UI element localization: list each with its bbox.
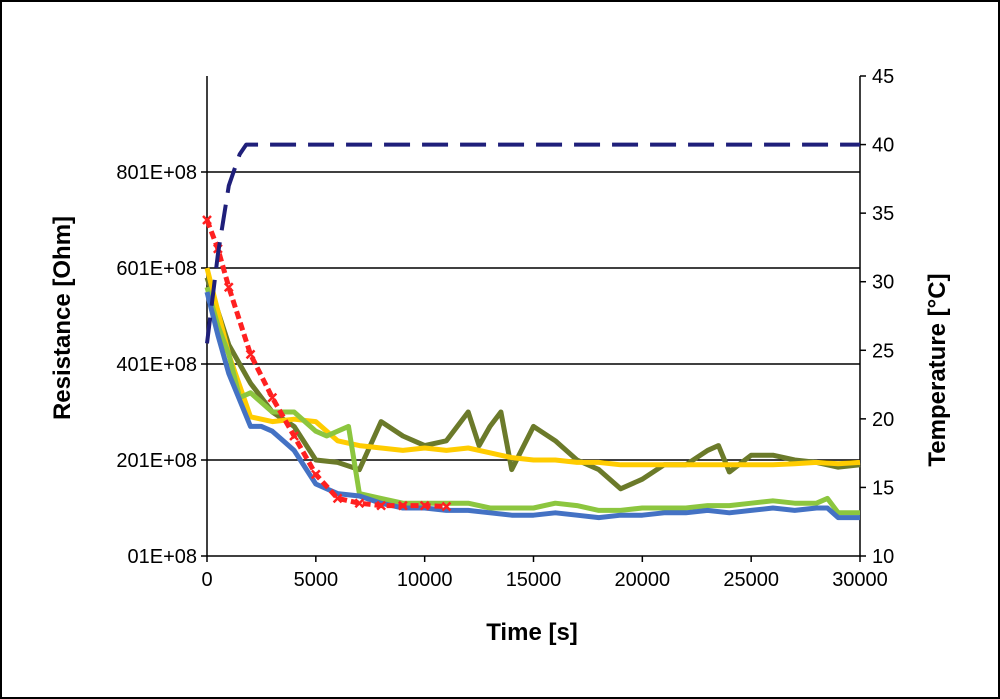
series-line-4: [204, 291, 860, 521]
y-right-tick-label: 35: [872, 203, 894, 225]
x-tick-label: 15000: [506, 569, 562, 591]
series-line-2: [204, 267, 861, 468]
x-tick-label: 0: [201, 569, 212, 591]
y-left-tick-label: 201E+08: [116, 450, 197, 472]
series-point: [245, 349, 256, 360]
y-right-tick-label: 30: [872, 272, 894, 294]
series-line-6: [205, 142, 860, 344]
y-right-tick-label: 45: [872, 66, 894, 88]
ticks: 0 5000 10000 15000 20000 25000 30000 01E+08 201E…: [116, 66, 894, 591]
series-point: [223, 282, 234, 293]
y-axis-right-title: Temperature [°C]: [924, 273, 951, 466]
series: [202, 142, 861, 521]
x-tick-label: 10000: [397, 569, 453, 591]
y-right-tick-label: 40: [872, 135, 894, 157]
grid: [207, 171, 860, 461]
y-left-tick-label: 801E+08: [116, 162, 197, 184]
series-point: [289, 431, 299, 441]
y-right-tick-label: 10: [872, 546, 894, 568]
y-left-tick-label: 401E+08: [116, 354, 197, 376]
series-point: [354, 498, 365, 509]
x-tick-label: 25000: [723, 569, 779, 591]
y-left-tick-label: 601E+08: [116, 258, 197, 280]
series-point: [267, 392, 278, 403]
series-line-3: [204, 286, 860, 516]
series-point: [202, 215, 212, 225]
axes: [206, 76, 861, 557]
series-point: [441, 501, 452, 512]
series-point: [310, 469, 321, 480]
y-left-tick-label: 01E+08: [127, 546, 197, 568]
y-axis-left-title: Resistance [Ohm]: [49, 216, 76, 420]
series-point: [419, 500, 430, 511]
series-point: [332, 493, 343, 504]
y-right-tick-label: 25: [872, 340, 894, 362]
x-tick-label: 20000: [615, 569, 671, 591]
y-right-tick-label: 20: [872, 409, 894, 431]
x-tick-label: 30000: [832, 569, 888, 591]
y-right-tick-label: 15: [872, 477, 894, 499]
x-tick-label: 5000: [294, 569, 339, 591]
series-point: [398, 500, 408, 511]
x-axis-title: Time [s]: [486, 619, 578, 646]
series-point: [376, 500, 387, 511]
